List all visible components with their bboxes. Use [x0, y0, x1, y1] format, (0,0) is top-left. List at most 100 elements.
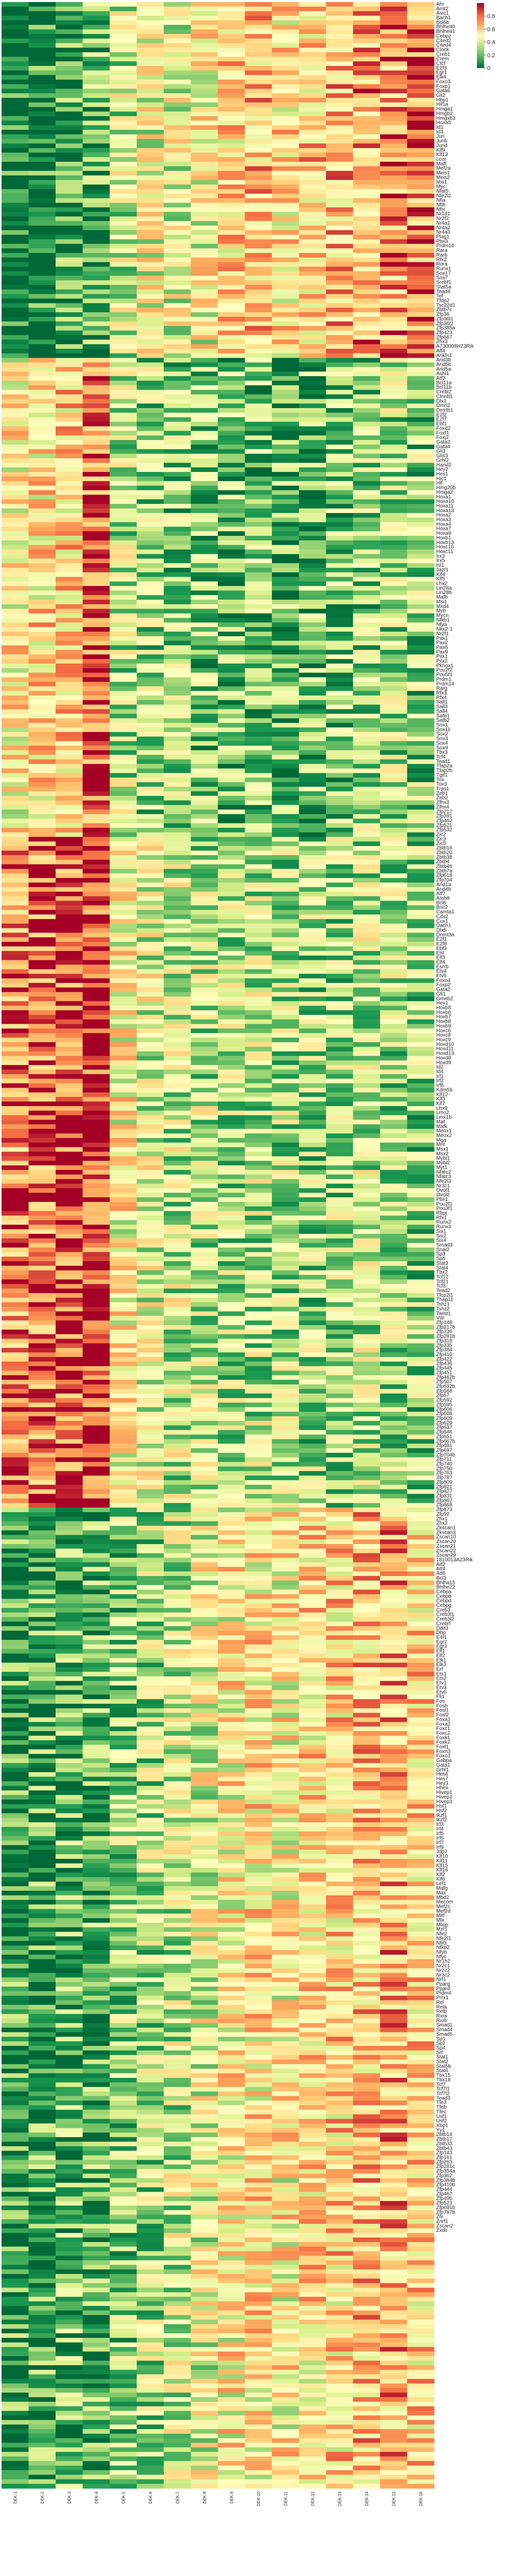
- heatmap-cell: [380, 1275, 407, 1280]
- heatmap-cell: [353, 1193, 381, 1198]
- heatmap-cell: [191, 805, 218, 810]
- heatmap-cell: [82, 517, 110, 522]
- heatmap-cell: [272, 367, 299, 372]
- heatmap-cell: [353, 1124, 381, 1129]
- heatmap-cell: [2, 161, 29, 167]
- heatmap-cell: [353, 367, 381, 372]
- heatmap-cell: [191, 294, 218, 299]
- heatmap-cell: [272, 1352, 299, 1358]
- heatmap-cell: [56, 1398, 83, 1403]
- heatmap-cell: [353, 883, 381, 888]
- heatmap-cell: [380, 1412, 407, 1417]
- heatmap-cell: [326, 727, 353, 733]
- heatmap-cell: [407, 896, 435, 901]
- heatmap-cell: [380, 1302, 407, 1307]
- heatmap-cell: [380, 1398, 407, 1403]
- heatmap-cell: [326, 490, 353, 495]
- heatmap-cell: [56, 522, 83, 527]
- heatmap-cell: [28, 1293, 56, 1298]
- heatmap-cell: [353, 1325, 381, 1330]
- heatmap-cell: [272, 89, 299, 94]
- heatmap-cell: [353, 340, 381, 345]
- heatmap-cell: [218, 458, 245, 463]
- heatmap-cell: [2, 89, 29, 94]
- heatmap-cell: [56, 453, 83, 459]
- heatmap-cell: [299, 618, 327, 623]
- heatmap-cell: [407, 736, 435, 741]
- heatmap-cell: [2, 992, 29, 997]
- heatmap-cell: [326, 1142, 353, 1148]
- heatmap-cell: [353, 453, 381, 459]
- heatmap-cell: [245, 668, 272, 673]
- heatmap-cell: [272, 517, 299, 522]
- heatmap-cell: [110, 622, 137, 628]
- heatmap-cell: [299, 47, 327, 53]
- heatmap-cell: [299, 1257, 327, 1262]
- heatmap-cell: [82, 1343, 110, 1348]
- heatmap-cell: [353, 974, 381, 979]
- heatmap-cell: [353, 11, 381, 16]
- heatmap-cell: [2, 1170, 29, 1175]
- heatmap-cell: [164, 581, 191, 586]
- heatmap-cell: [326, 618, 353, 623]
- heatmap-cell: [82, 1375, 110, 1380]
- heatmap-cell: [110, 294, 137, 299]
- heatmap-cell: [218, 444, 245, 450]
- heatmap-cell: [245, 1412, 272, 1417]
- heatmap-cell: [82, 727, 110, 733]
- heatmap-cell: [28, 1238, 56, 1243]
- heatmap-cell: [326, 212, 353, 217]
- heatmap-cell: [272, 239, 299, 244]
- heatmap-cell: [2, 125, 29, 130]
- heatmap-cell: [326, 946, 353, 952]
- heatmap-cell: [272, 572, 299, 578]
- heatmap-cell: [56, 75, 83, 80]
- heatmap-cell: [326, 851, 353, 856]
- heatmap-cell: [299, 1225, 327, 1230]
- heatmap-cell: [353, 289, 381, 295]
- heatmap-cell: [82, 43, 110, 48]
- heatmap-cell: [164, 79, 191, 84]
- heatmap-cell: [326, 1343, 353, 1348]
- heatmap-cell: [353, 1010, 381, 1015]
- heatmap-cell: [191, 595, 218, 600]
- heatmap-cell: [353, 1225, 381, 1230]
- heatmap-cell: [136, 604, 164, 609]
- heatmap-cell: [326, 1074, 353, 1079]
- heatmap-cell: [110, 823, 137, 828]
- heatmap-cell: [299, 632, 327, 637]
- heatmap-cell: [326, 52, 353, 57]
- heatmap-cell: [136, 449, 164, 454]
- heatmap-cell: [407, 358, 435, 363]
- heatmap-cell: [191, 6, 218, 12]
- heatmap-cell: [407, 143, 435, 148]
- heatmap-cell: [380, 595, 407, 600]
- heatmap-cell: [272, 11, 299, 16]
- heatmap-cell: [28, 312, 56, 317]
- heatmap-cell: [218, 1065, 245, 1070]
- heatmap-cell: [136, 1338, 164, 1344]
- heatmap-cell: [245, 704, 272, 709]
- heatmap-cell: [353, 421, 381, 427]
- heatmap-cell: [407, 97, 435, 103]
- heatmap-cell: [28, 244, 56, 249]
- heatmap-cell: [82, 25, 110, 30]
- heatmap-cell: [245, 522, 272, 527]
- heatmap-cell: [326, 449, 353, 454]
- heatmap-cell: [326, 33, 353, 39]
- heatmap-cell: [218, 960, 245, 965]
- heatmap-cell: [110, 745, 137, 751]
- heatmap-cell: [110, 1398, 137, 1403]
- heatmap-cell: [56, 1352, 83, 1358]
- heatmap-cell: [299, 1320, 327, 1326]
- heatmap-cell: [272, 745, 299, 751]
- heatmap-cell: [380, 1101, 407, 1107]
- heatmap-cell: [245, 1115, 272, 1120]
- heatmap-cell: [407, 640, 435, 646]
- heatmap-cell: [164, 946, 191, 952]
- heatmap-cell: [2, 189, 29, 194]
- heatmap-cell: [28, 1380, 56, 1385]
- heatmap-cell: [82, 481, 110, 486]
- heatmap-cell: [218, 1402, 245, 1408]
- heatmap-cell: [164, 129, 191, 135]
